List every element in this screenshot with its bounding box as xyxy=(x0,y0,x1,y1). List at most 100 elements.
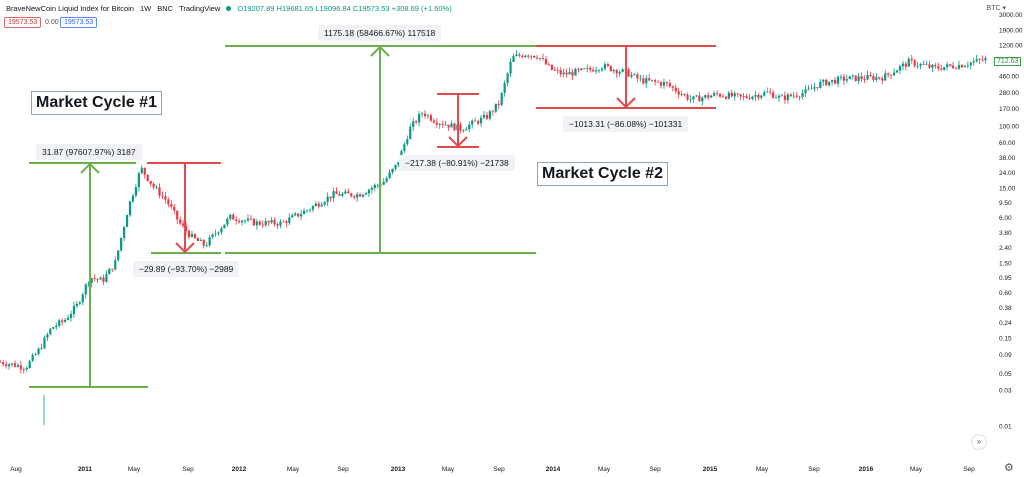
spread-value: 0.00 xyxy=(45,19,59,26)
candle-body xyxy=(196,238,199,241)
candle-body xyxy=(429,115,432,121)
rise-1-label: 31.87 (97607.97%) 3187 xyxy=(36,144,142,160)
candle-body xyxy=(16,365,19,367)
candle-body xyxy=(40,348,43,350)
candle-body xyxy=(559,70,562,75)
candle-body xyxy=(536,57,539,59)
candle-body xyxy=(512,56,515,62)
x-tick-label: Sep xyxy=(963,466,975,473)
currency-selector[interactable]: BTC ▾ xyxy=(986,5,1006,12)
candle-body xyxy=(686,94,689,100)
x-tick-label: 2015 xyxy=(703,466,718,473)
candle-body xyxy=(117,250,120,261)
candle-body xyxy=(946,64,949,68)
candle-body xyxy=(356,194,359,198)
candle-body xyxy=(819,81,822,88)
candle-body xyxy=(901,63,904,67)
candle-body xyxy=(890,74,893,76)
candle-body xyxy=(506,73,509,83)
gear-icon[interactable]: ⚙ xyxy=(1004,462,1014,474)
candle-body xyxy=(869,74,872,77)
y-tick-label: 0.38 xyxy=(999,305,1012,312)
candle-body xyxy=(730,92,733,97)
candle-body xyxy=(64,319,67,322)
candle-body xyxy=(721,96,725,98)
candle-body xyxy=(182,223,185,226)
candle-body xyxy=(951,65,955,69)
candle-body xyxy=(831,79,834,82)
candle-body xyxy=(179,219,182,224)
sell-price-box[interactable]: 19573.53 xyxy=(4,17,42,28)
candle-body xyxy=(149,180,152,184)
candle-body xyxy=(645,78,648,84)
candle-body xyxy=(786,94,789,101)
candle-body xyxy=(724,96,727,99)
candle-body xyxy=(270,219,273,223)
candle-body xyxy=(813,87,816,89)
candle-body xyxy=(300,214,303,217)
x-tick-label: Sep xyxy=(337,466,349,473)
candle-body xyxy=(524,55,527,58)
candle-body xyxy=(875,77,878,80)
candle-body xyxy=(235,219,238,221)
candle-body xyxy=(43,337,46,349)
candle-body xyxy=(13,363,17,367)
candle-body xyxy=(895,70,899,73)
candle-body xyxy=(910,58,913,61)
candle-body xyxy=(137,173,140,188)
candle-body xyxy=(326,196,329,203)
candle-body xyxy=(291,215,294,218)
candle-body xyxy=(592,69,595,72)
candle-body xyxy=(409,126,412,140)
market-status-icon xyxy=(226,6,232,11)
buy-price-box[interactable]: 19573.53 xyxy=(60,17,98,28)
candle-body xyxy=(420,113,424,115)
x-tick-label: 2013 xyxy=(391,466,406,473)
fall-1-label: −29.89 (−93.70%) −2989 xyxy=(133,261,240,277)
candle-body xyxy=(562,72,565,75)
candle-body xyxy=(282,221,285,223)
candle-body xyxy=(37,348,40,355)
candle-body xyxy=(123,227,126,238)
candle-body xyxy=(311,206,314,210)
rise-2-label: 1175.18 (58466.67%) 117518 xyxy=(318,25,442,41)
candle-body xyxy=(792,95,795,97)
candle-body xyxy=(984,58,987,61)
y-tick-label: 60.00 xyxy=(999,140,1016,147)
candle-body xyxy=(931,64,934,68)
x-tick-label: 2016 xyxy=(859,466,874,473)
candle-body xyxy=(648,78,651,81)
candle-body xyxy=(527,55,530,57)
candle-body xyxy=(217,232,220,234)
candle-body xyxy=(184,225,188,231)
y-tick-label: 1900.00 xyxy=(999,28,1023,35)
candle-body xyxy=(981,59,984,61)
candle-body xyxy=(695,95,698,97)
candle-body xyxy=(904,63,907,67)
candle-body xyxy=(350,193,353,197)
interval[interactable]: 1W xyxy=(139,4,152,13)
scroll-to-realtime-icon[interactable]: » xyxy=(971,434,987,450)
candle-body xyxy=(412,121,415,127)
candle-body xyxy=(595,70,598,72)
candle-body xyxy=(937,66,940,69)
y-tick-label: 0.05 xyxy=(999,371,1012,378)
candle-body xyxy=(90,278,93,283)
candle-body xyxy=(241,220,244,223)
y-tick-label: 0.03 xyxy=(999,388,1012,395)
y-tick-label: 460.00 xyxy=(999,74,1019,81)
candle-body xyxy=(774,97,778,99)
candle-body xyxy=(769,91,772,93)
candle-body xyxy=(553,69,556,71)
candle-body xyxy=(975,59,978,62)
y-tick-label: 15.00 xyxy=(999,185,1016,192)
candle-body xyxy=(518,54,521,56)
y-tick-label: 0.60 xyxy=(999,290,1012,297)
candle-body xyxy=(220,228,223,233)
candle-body xyxy=(928,64,931,68)
candle-body xyxy=(580,68,583,70)
y-tick-label: 9.50 xyxy=(999,200,1012,207)
candle-body xyxy=(766,91,769,93)
symbol-title[interactable]: BraveNewCoin Liquid Index for Bitcoin xyxy=(6,4,134,13)
